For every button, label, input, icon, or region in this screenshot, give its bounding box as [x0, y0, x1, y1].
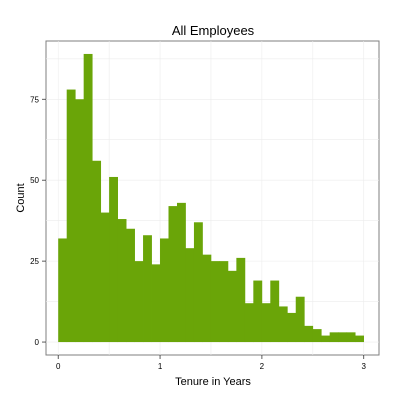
histogram-bar	[117, 219, 127, 343]
histogram-bar	[295, 296, 305, 343]
histogram-bar	[338, 332, 348, 343]
histogram-bar	[261, 303, 271, 343]
histogram-bar	[210, 261, 220, 343]
histogram-bar	[58, 238, 68, 343]
chart-title: All Employees	[172, 23, 255, 38]
histogram-bar	[160, 238, 169, 343]
histogram-bar	[304, 325, 314, 343]
y-axis-ticks: 0 25 50 75	[30, 95, 46, 347]
histogram-bar	[193, 222, 203, 343]
histogram-bar	[287, 312, 297, 343]
histogram-bar	[355, 335, 365, 343]
x-axis-ticks: 0 1 2 3	[56, 355, 366, 371]
histogram-bar	[151, 264, 161, 343]
histogram-bar	[75, 99, 85, 343]
y-tick-label: 0	[35, 338, 40, 347]
histogram-bar	[66, 89, 76, 343]
histogram-bar	[253, 280, 263, 343]
histogram-bar	[202, 254, 212, 343]
histogram-bar	[227, 270, 237, 343]
x-axis-label: Tenure in Years	[175, 376, 251, 388]
histogram-bar	[143, 235, 152, 343]
histogram-bar	[92, 160, 102, 343]
histogram-bar	[168, 206, 178, 343]
y-axis-label: Count	[15, 183, 27, 212]
x-tick-label: 1	[158, 362, 163, 371]
histogram-bar	[321, 335, 331, 343]
histogram-bar	[109, 176, 119, 343]
histogram-bar	[134, 261, 144, 343]
histogram-bar	[219, 261, 229, 343]
x-tick-label: 0	[56, 362, 61, 371]
y-tick-label: 25	[30, 257, 39, 266]
histogram-bar	[244, 303, 254, 343]
y-tick-label: 50	[30, 176, 39, 185]
histogram-bar	[329, 332, 339, 343]
histogram-bar	[83, 53, 93, 343]
histogram-bar	[270, 280, 280, 343]
histogram-bar	[176, 202, 186, 343]
histogram-bar	[278, 306, 288, 343]
bars	[58, 53, 365, 343]
x-tick-label: 3	[361, 362, 366, 371]
histogram-bar	[126, 228, 135, 343]
histogram-bar	[100, 212, 110, 343]
histogram-bar	[236, 257, 246, 343]
histogram-bar	[312, 329, 322, 343]
x-tick-label: 2	[260, 362, 265, 371]
y-tick-label: 75	[30, 95, 39, 104]
histogram-bar	[346, 332, 356, 343]
histogram-bar	[185, 248, 195, 343]
